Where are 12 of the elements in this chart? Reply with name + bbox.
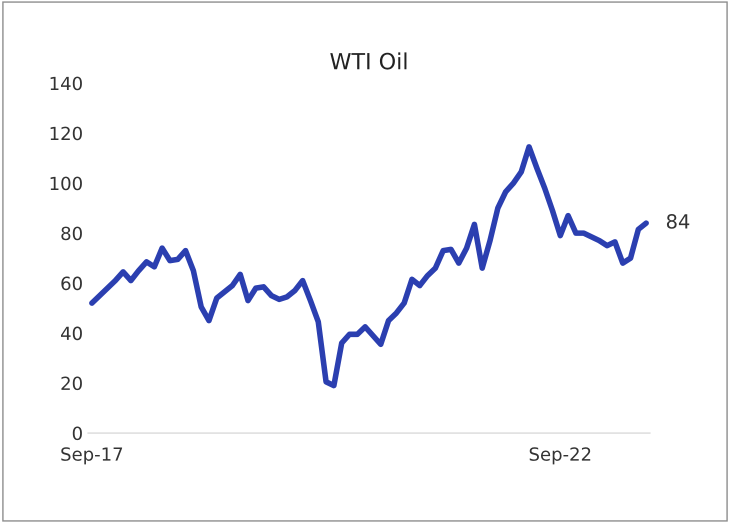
x-tick-label: Sep-17 — [61, 447, 122, 464]
x-tick-label: Sep-22 — [530, 447, 590, 464]
chart-title: WTI Oil — [330, 52, 406, 70]
y-tick-label: 60 — [61, 276, 82, 290]
y-tick-label: 40 — [61, 326, 82, 340]
y-tick-label: 100 — [50, 176, 82, 190]
y-tick-label: 120 — [50, 126, 82, 140]
data-label: 84 — [666, 214, 690, 229]
y-tick-label: 20 — [61, 376, 82, 390]
y-tick-label: 80 — [61, 226, 82, 240]
y-tick-label: 140 — [50, 76, 82, 90]
y-tick-label: 0 — [72, 426, 82, 440]
